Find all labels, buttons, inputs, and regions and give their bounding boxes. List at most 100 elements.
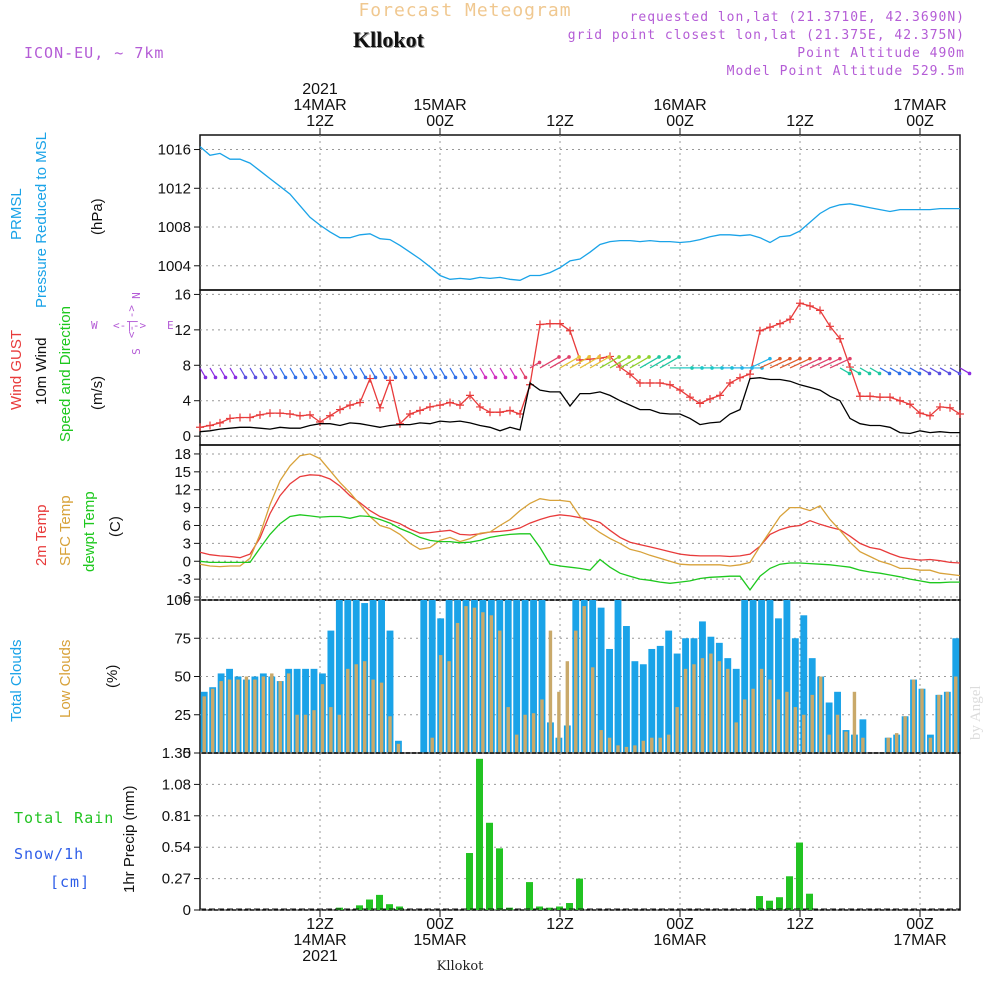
wind-arrow — [599, 356, 620, 369]
wind-arrow — [899, 367, 910, 374]
low-cloud-bar — [802, 714, 806, 753]
bottom-time-label: 16MAR — [653, 932, 706, 949]
wind-arrow — [559, 356, 580, 369]
wind-arrow — [269, 367, 277, 378]
precipitation-ytick-label: 1.35 — [162, 745, 191, 762]
gust-marker — [456, 401, 464, 410]
wind-arrow — [479, 367, 487, 378]
temperature-ytick-label: 18 — [174, 446, 191, 463]
wind-arrow-head — [263, 375, 268, 380]
wind-arrow-head — [567, 355, 571, 359]
gust-marker — [766, 323, 774, 332]
total-cloud-bar — [614, 600, 622, 753]
sfc-temp-label: SFC Temp — [57, 495, 74, 566]
precip-ylabel: 1hr Precip (mm) — [121, 785, 138, 893]
dewpt-temp-line — [199, 514, 960, 592]
temperature-ytick-label: 3 — [183, 535, 191, 552]
low-cloud-bar — [616, 745, 620, 753]
bottom-time-label: 00Z — [666, 916, 694, 933]
rain-bar — [796, 842, 803, 910]
wind-arrow — [359, 367, 367, 378]
gust-marker — [206, 421, 214, 430]
low-cloud-bar — [286, 673, 291, 753]
wind-arrow — [299, 367, 307, 378]
location-title: Kllokot — [353, 27, 424, 52]
wind-arrow — [619, 356, 640, 369]
pressure-panel — [194, 134, 961, 291]
wind-arrow-head — [473, 375, 478, 380]
clouds-panel — [194, 599, 961, 754]
wind-arrow-head — [353, 375, 358, 380]
wind-arrow-head — [838, 356, 842, 361]
pressure-ytick-label: 1016 — [158, 142, 191, 159]
chart-title: Forecast Meteogram — [358, 0, 572, 21]
wind-arrow — [819, 358, 841, 369]
total-cloud-bar — [639, 664, 647, 753]
compass-east-label: E — [167, 319, 174, 332]
temperature-ytick-label: -6 — [178, 589, 191, 606]
low-cloud-bar — [675, 707, 679, 753]
low-cloud-bar — [354, 664, 358, 753]
gust-marker — [286, 410, 294, 418]
wind-arrow — [839, 367, 850, 374]
clouds-ytick-label: 0 — [183, 745, 191, 762]
wind-arrow — [369, 367, 377, 378]
pressure-ytick-label: 1012 — [158, 180, 191, 197]
low-cloud-bar — [937, 694, 941, 753]
clouds-ytick-label: 25 — [174, 707, 191, 724]
low-cloud-bar — [219, 681, 223, 753]
wind-arrow — [379, 367, 387, 378]
wind-arrow-head — [363, 375, 368, 380]
low-cloud-bar — [337, 714, 342, 753]
gust-marker — [276, 409, 284, 418]
total-cloud-bar — [749, 600, 757, 753]
top-time-label: 12Z — [306, 113, 334, 130]
wind-arrow-head — [818, 356, 822, 361]
total-cloud-bar — [732, 668, 740, 753]
low-cloud-bar — [861, 737, 865, 753]
wind-arrow — [539, 356, 560, 369]
rain-bar — [526, 882, 533, 910]
gust-marker — [826, 322, 834, 331]
wind-arrow-head — [343, 375, 348, 380]
top-time-label: 12Z — [546, 113, 574, 130]
low-cloud-bar — [683, 668, 688, 753]
precipitation-ytick-label: 0.54 — [162, 839, 191, 856]
wind-arrow — [529, 361, 540, 369]
low-cloud-bar — [633, 745, 637, 753]
rain-bar — [396, 906, 403, 910]
low-cloud-bar — [928, 737, 933, 753]
gust-marker — [926, 411, 934, 420]
gust-marker — [946, 403, 954, 412]
panels: 10041008101210160481216-6-30369121518025… — [158, 81, 972, 965]
total-cloud-bar — [420, 600, 428, 753]
temperature-frame — [199, 444, 961, 601]
wind-arrow — [829, 358, 851, 369]
rain-bar — [466, 853, 473, 910]
gust-marker — [736, 373, 744, 382]
wind-unit-label: (m/s) — [89, 375, 106, 410]
total-cloud-bar — [673, 653, 681, 753]
wind-arrow-head — [607, 355, 611, 359]
grid-coords: grid point closest lon,lat (21.375E, 42.… — [567, 28, 965, 43]
low-cloud-bar — [396, 743, 401, 753]
clouds-unit-label: (%) — [104, 664, 121, 688]
watermark: by Angel — [968, 685, 984, 740]
wind-arrow — [889, 367, 900, 374]
wind-arrow — [309, 367, 317, 378]
top-time-label: 15MAR — [413, 97, 466, 114]
gust-marker — [366, 374, 374, 383]
snow-label: Snow/1h — [14, 845, 85, 863]
total-cloud-bar — [775, 618, 782, 753]
gust-marker — [536, 320, 544, 329]
wind-arrow — [469, 367, 477, 378]
wind-arrow-head — [788, 356, 792, 361]
low-cloud-bar — [700, 658, 705, 753]
wind-gust-label: Wind GUST — [8, 329, 25, 410]
wind-arrow — [389, 367, 397, 378]
low-cloud-bar — [523, 714, 527, 753]
wind-arrow — [549, 356, 570, 369]
total-cloud-bar — [791, 638, 799, 753]
low-cloud-bar — [464, 606, 468, 753]
gust-marker — [546, 319, 554, 328]
